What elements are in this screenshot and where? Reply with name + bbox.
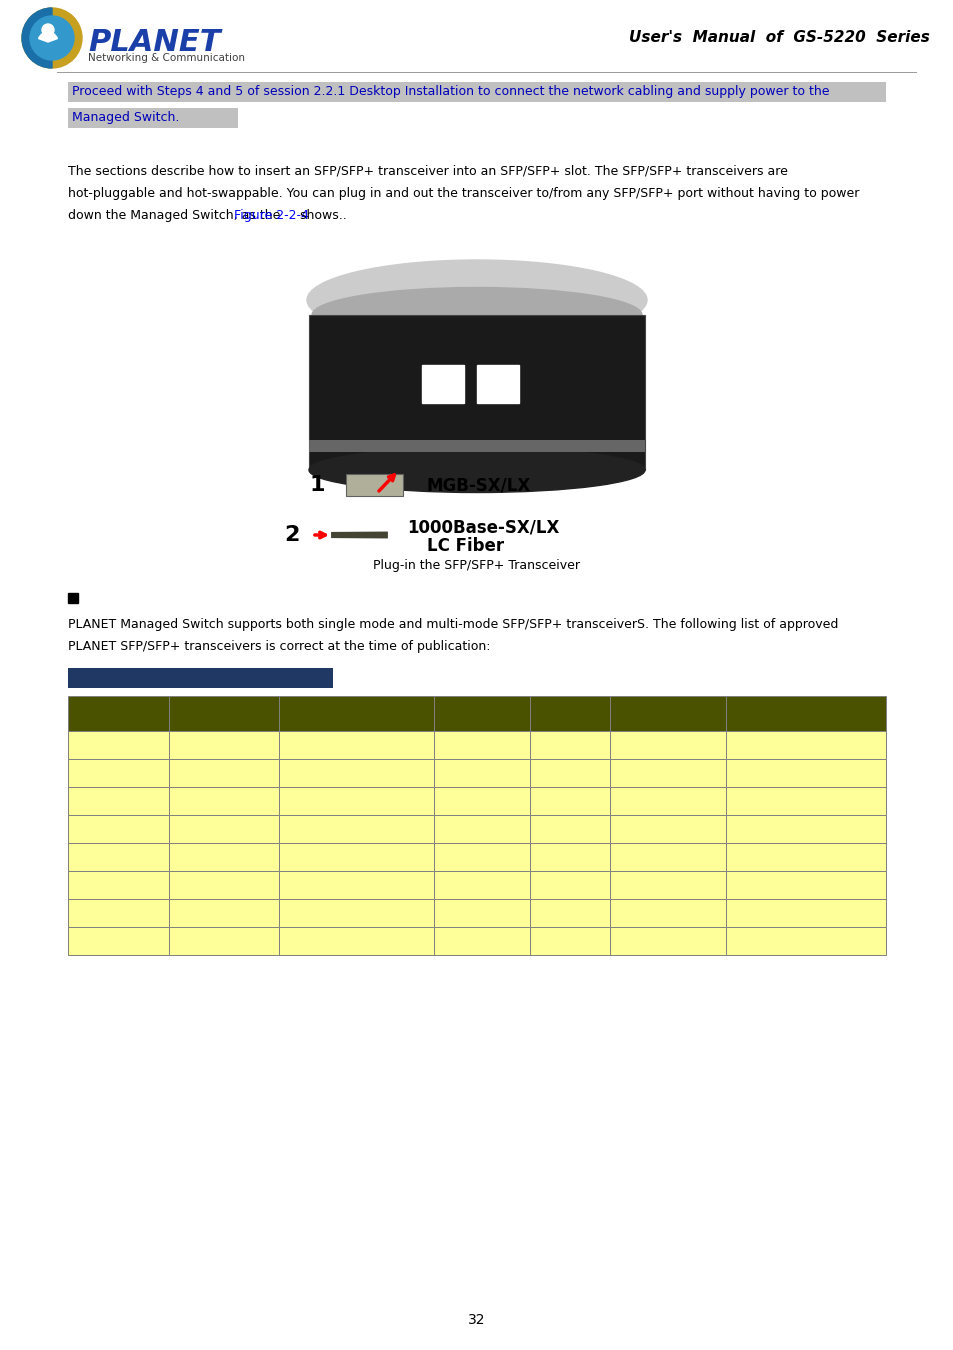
Bar: [68, 815, 169, 842]
Bar: [726, 871, 885, 899]
Bar: [726, 697, 885, 730]
Circle shape: [42, 24, 54, 36]
Circle shape: [22, 8, 82, 68]
Bar: [169, 842, 278, 871]
FancyBboxPatch shape: [309, 440, 644, 452]
Bar: [610, 759, 726, 787]
Bar: [169, 927, 278, 954]
Bar: [610, 899, 726, 927]
Bar: [530, 871, 610, 899]
Bar: [278, 842, 434, 871]
Bar: [278, 927, 434, 954]
Ellipse shape: [312, 288, 641, 343]
Bar: [476, 364, 518, 404]
Bar: [726, 759, 885, 787]
Bar: [68, 668, 333, 688]
Bar: [169, 899, 278, 927]
Text: PLANET SFP/SFP+ transceivers is correct at the time of publication:: PLANET SFP/SFP+ transceivers is correct …: [68, 640, 490, 653]
Bar: [278, 871, 434, 899]
Bar: [68, 108, 237, 128]
Bar: [278, 697, 434, 730]
Bar: [68, 759, 169, 787]
Bar: [530, 759, 610, 787]
Bar: [530, 927, 610, 954]
Text: The sections describe how to insert an SFP/SFP+ transceiver into an SFP/SFP+ slo: The sections describe how to insert an S…: [68, 165, 787, 178]
Bar: [610, 787, 726, 815]
Bar: [434, 787, 530, 815]
Bar: [68, 697, 169, 730]
Text: LC Fiber: LC Fiber: [427, 537, 503, 555]
Bar: [530, 815, 610, 842]
Text: PLANET: PLANET: [88, 28, 220, 57]
Text: Managed Switch.: Managed Switch.: [71, 112, 179, 124]
Bar: [68, 787, 169, 815]
Bar: [726, 927, 885, 954]
Bar: [610, 730, 726, 759]
Text: User's  Manual  of  GS-5220  Series: User's Manual of GS-5220 Series: [628, 31, 929, 46]
Bar: [68, 593, 78, 603]
Bar: [726, 842, 885, 871]
Bar: [278, 730, 434, 759]
Text: Plug-in the SFP/SFP+ Transceiver: Plug-in the SFP/SFP+ Transceiver: [374, 559, 579, 571]
Text: 32: 32: [468, 1314, 485, 1327]
FancyBboxPatch shape: [346, 474, 402, 495]
Wedge shape: [22, 8, 52, 68]
Text: MGB-SX/LX: MGB-SX/LX: [427, 477, 531, 494]
Text: shows..: shows..: [295, 209, 346, 221]
Bar: [278, 759, 434, 787]
Ellipse shape: [307, 261, 646, 340]
Bar: [434, 697, 530, 730]
Bar: [68, 899, 169, 927]
Bar: [610, 697, 726, 730]
Text: down the Managed Switch, as the: down the Managed Switch, as the: [68, 209, 284, 221]
Bar: [530, 697, 610, 730]
Bar: [434, 927, 530, 954]
Bar: [434, 899, 530, 927]
Text: Networking & Communication: Networking & Communication: [88, 53, 245, 63]
Bar: [610, 815, 726, 842]
Bar: [726, 730, 885, 759]
Bar: [278, 787, 434, 815]
Bar: [278, 899, 434, 927]
Wedge shape: [38, 32, 57, 42]
Bar: [610, 871, 726, 899]
Bar: [68, 82, 885, 103]
Bar: [434, 871, 530, 899]
Text: 1: 1: [309, 475, 324, 495]
Bar: [530, 787, 610, 815]
FancyBboxPatch shape: [309, 315, 644, 470]
Bar: [169, 787, 278, 815]
Bar: [169, 759, 278, 787]
Bar: [169, 730, 278, 759]
Bar: [434, 759, 530, 787]
Text: Figure 2-2-4: Figure 2-2-4: [233, 209, 309, 221]
Bar: [68, 842, 169, 871]
Bar: [434, 815, 530, 842]
Ellipse shape: [309, 447, 644, 493]
Bar: [610, 842, 726, 871]
Bar: [726, 899, 885, 927]
Text: hot-pluggable and hot-swappable. You can plug in and out the transceiver to/from: hot-pluggable and hot-swappable. You can…: [68, 188, 859, 200]
Bar: [434, 730, 530, 759]
Bar: [530, 842, 610, 871]
Bar: [421, 364, 463, 404]
Bar: [68, 871, 169, 899]
Bar: [434, 842, 530, 871]
Bar: [169, 697, 278, 730]
Bar: [278, 815, 434, 842]
Bar: [726, 787, 885, 815]
Text: Proceed with Steps 4 and 5 of session 2.2.1 Desktop Installation to connect the : Proceed with Steps 4 and 5 of session 2.…: [71, 85, 828, 99]
Text: PLANET Managed Switch supports both single mode and multi-mode SFP/SFP+ transcei: PLANET Managed Switch supports both sing…: [68, 618, 838, 630]
Bar: [169, 871, 278, 899]
Bar: [169, 815, 278, 842]
Bar: [530, 730, 610, 759]
Bar: [68, 927, 169, 954]
Bar: [68, 730, 169, 759]
Text: 2: 2: [284, 525, 299, 545]
Bar: [610, 927, 726, 954]
Bar: [530, 899, 610, 927]
Text: 1000Base-SX/LX: 1000Base-SX/LX: [407, 518, 558, 537]
Bar: [726, 815, 885, 842]
Circle shape: [30, 16, 74, 59]
